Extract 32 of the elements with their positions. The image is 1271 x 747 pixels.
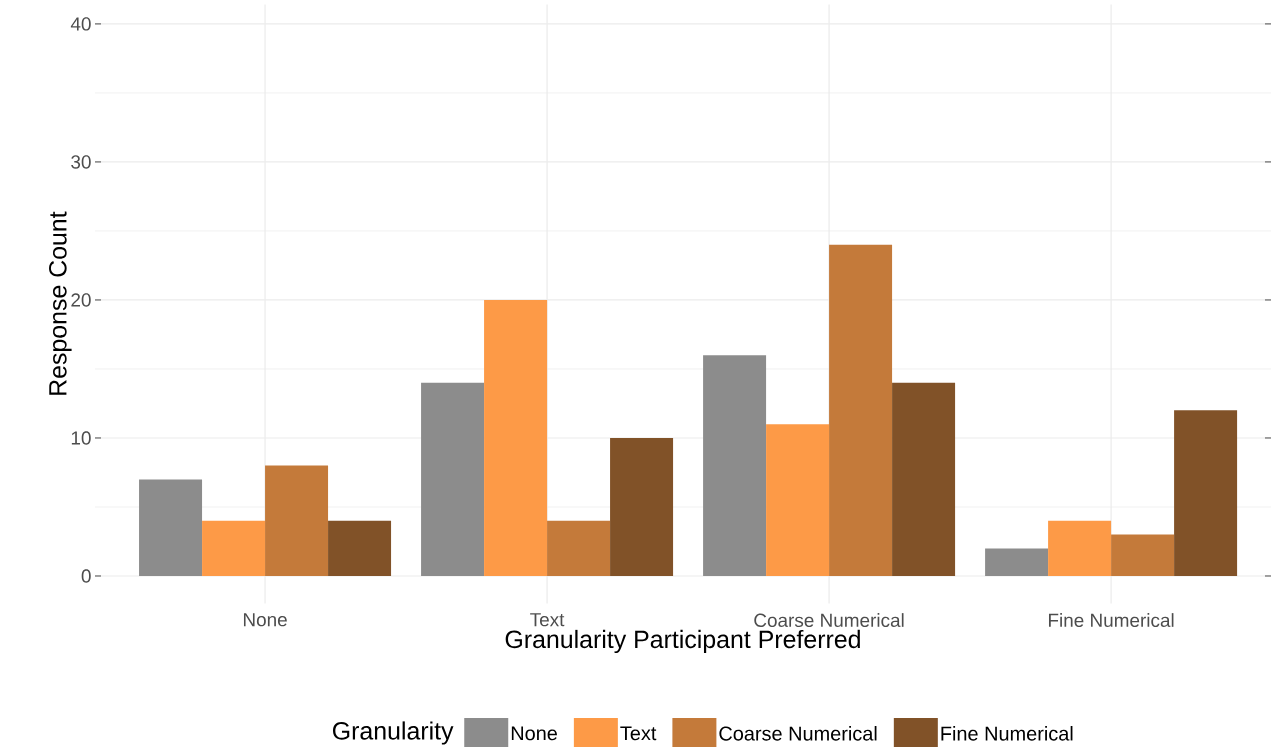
y-tick-label: 40: [70, 17, 91, 31]
bar: [703, 355, 767, 576]
legend-label: Text: [620, 726, 657, 741]
bar: [202, 520, 266, 576]
x-tick-label: Fine Numerical: [1049, 613, 1174, 628]
legend-label: Fine Numerical: [941, 726, 1073, 741]
bar: [1174, 410, 1238, 576]
x-axis-title: Granularity Participant Preferred: [505, 629, 860, 654]
y-axis-title: Response Count: [49, 211, 72, 395]
legend-label: None: [511, 726, 557, 741]
x-tick-label: Text: [530, 613, 565, 627]
legend-title: Granularity: [332, 721, 454, 745]
x-tick-label: None: [243, 613, 287, 627]
y-tick-label: 20: [71, 293, 91, 307]
legend-label: Coarse Numerical: [719, 726, 877, 741]
x-tick-label: Coarse Numerical: [754, 613, 904, 628]
bar: [139, 479, 203, 576]
bar: [1048, 520, 1112, 576]
bar: [484, 299, 548, 576]
bar: [766, 424, 830, 576]
bar: [328, 520, 392, 576]
bar: [829, 244, 893, 576]
bar: [892, 382, 956, 576]
bar: [1111, 534, 1175, 576]
bar: [547, 520, 611, 576]
bar: [985, 548, 1049, 576]
bar: [610, 437, 674, 576]
y-tick-label: 30: [71, 155, 91, 169]
y-tick-label: 10: [71, 431, 91, 445]
bar: [265, 465, 329, 576]
y-tick-label: 0: [81, 569, 91, 583]
bar: [421, 382, 485, 576]
